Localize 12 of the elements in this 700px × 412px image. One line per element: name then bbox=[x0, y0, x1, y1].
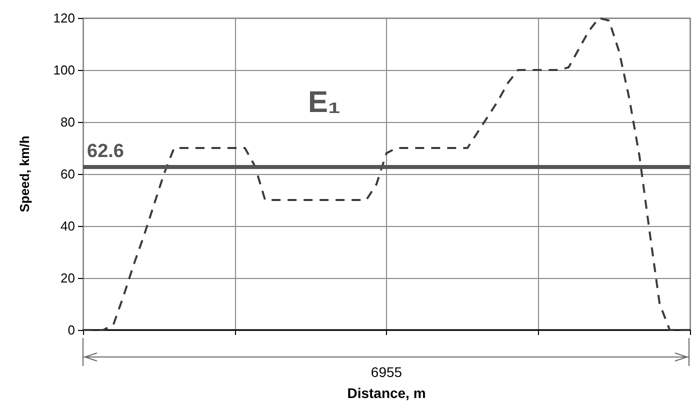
ref-line-label: 62.6 bbox=[87, 141, 124, 162]
text: 6955 bbox=[370, 364, 402, 380]
y-tick-label: 20 bbox=[60, 270, 75, 286]
x-axis-title: Distance, m bbox=[347, 385, 426, 401]
y-tick-label: 80 bbox=[60, 114, 75, 130]
annotation: E₁ bbox=[302, 86, 346, 120]
y-tick-label: 0 bbox=[68, 322, 75, 338]
y-axis-title: Speed, km/h bbox=[17, 136, 32, 212]
y-tick-label: 100 bbox=[53, 62, 75, 78]
y-tick-label: 60 bbox=[60, 166, 75, 182]
y-tick-label: 40 bbox=[60, 218, 75, 234]
y-tick-label: 120 bbox=[53, 10, 75, 26]
